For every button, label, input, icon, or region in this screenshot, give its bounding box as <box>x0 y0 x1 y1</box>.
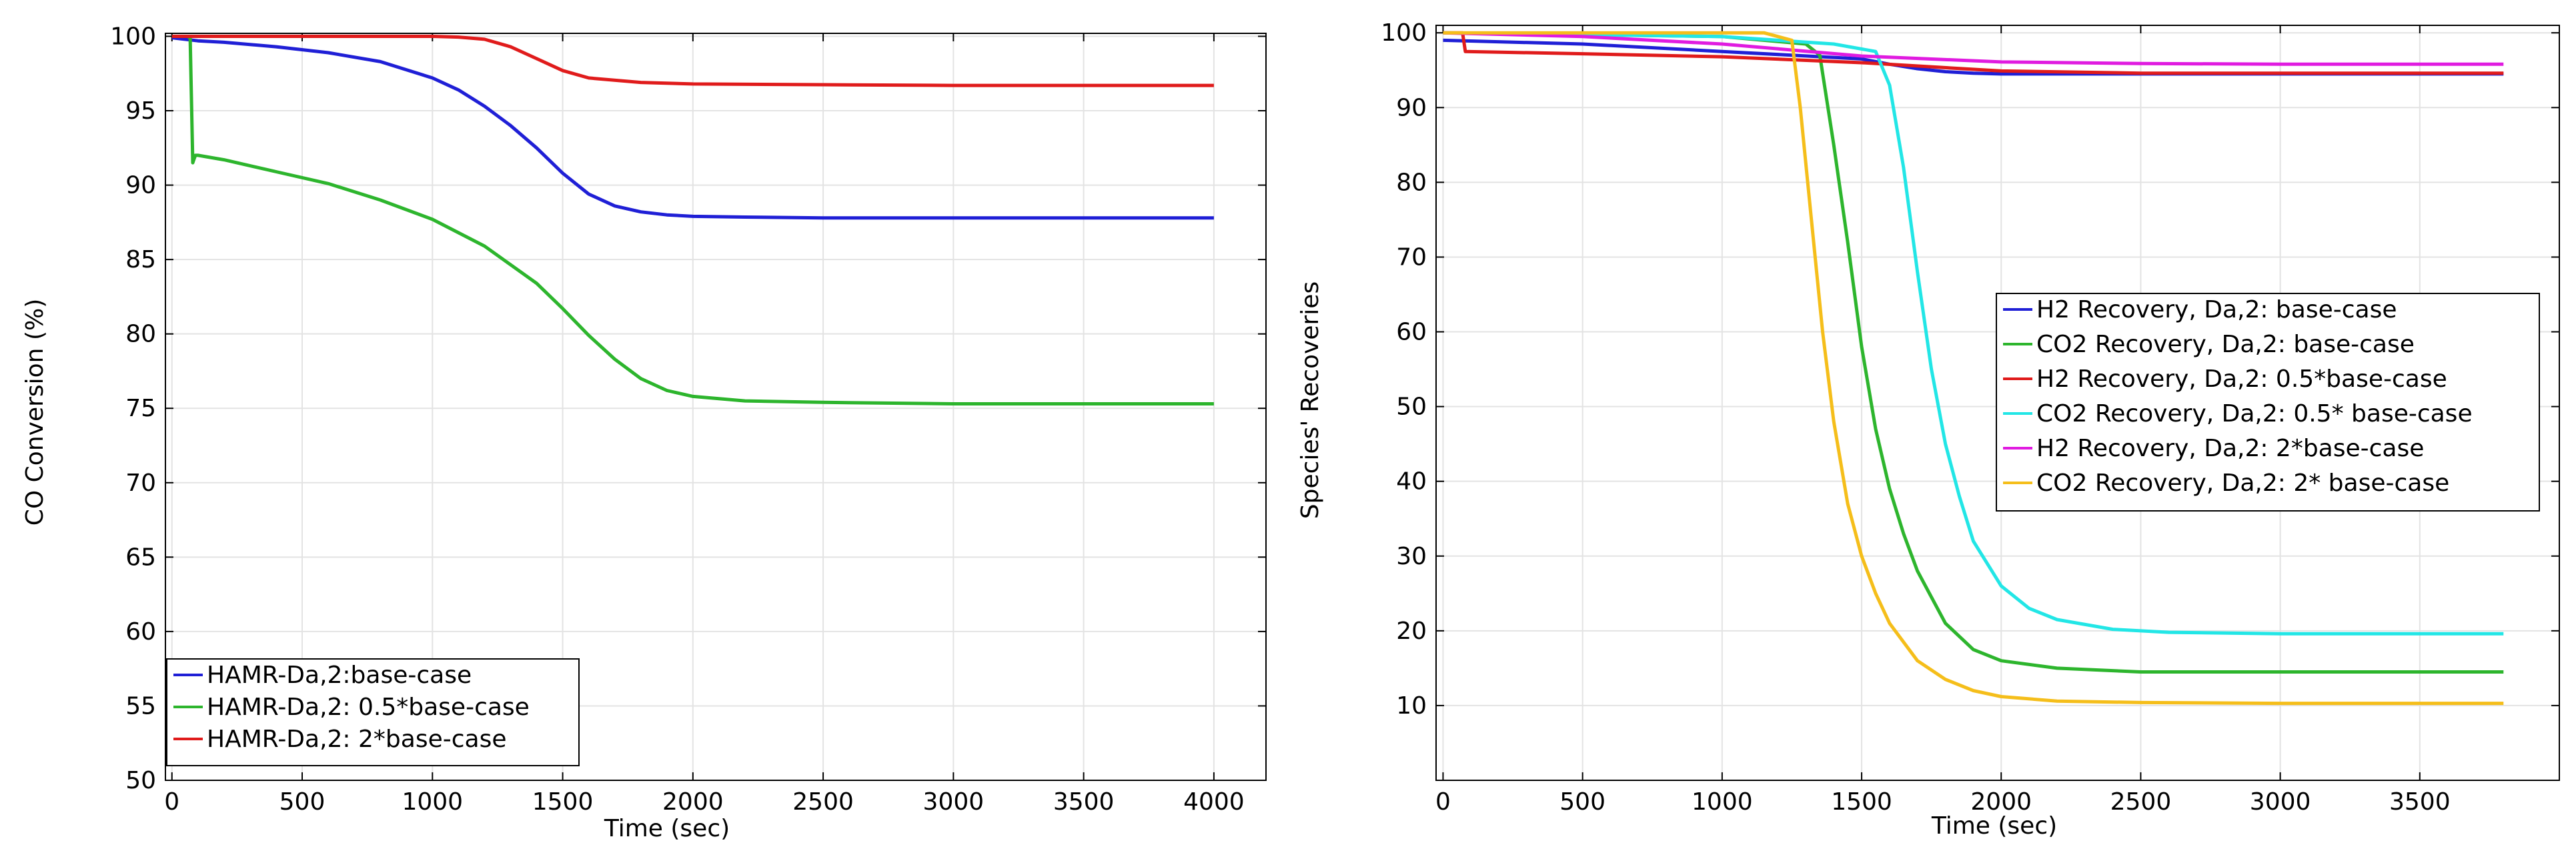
legend-label: CO2 Recovery, Da,2: 0.5* base-case <box>2036 400 2473 427</box>
legend-label: H2 Recovery, Da,2: 2*base-case <box>2036 435 2424 462</box>
series-line <box>1443 31 2504 66</box>
legend: HAMR-Da,2:base-case HAMR-Da,2: 0.5*base-c… <box>166 658 580 766</box>
x-tick-label: 4000 <box>1183 788 1245 816</box>
y-tick-label: 95 <box>125 97 156 125</box>
x-tick-label: 3000 <box>2250 788 2311 816</box>
y-tick-label: 100 <box>110 23 156 50</box>
y-tick-label: 55 <box>125 692 156 720</box>
legend-label: CO2 Recovery, Da,2: base-case <box>2036 331 2415 358</box>
y-tick-label: 30 <box>1396 543 1427 570</box>
legend-label: H2 Recovery, Da,2: 0.5*base-case <box>2036 365 2447 393</box>
x-tick-label: 500 <box>1559 788 1605 816</box>
y-axis-title: Species' Recoveries <box>1297 281 1324 519</box>
y-tick-label: 40 <box>1396 468 1427 496</box>
x-axis-title: Time (sec) <box>1931 812 2057 840</box>
x-tick-label: 1000 <box>1692 788 1753 816</box>
co-conversion-chart: CO Conversion (%) Time (sec) 0 500 1000 150… <box>21 23 1267 842</box>
y-axis-title: CO Conversion (%) <box>21 299 49 526</box>
y-tick-label: 85 <box>125 246 156 273</box>
x-tick-label: 2500 <box>792 788 854 816</box>
y-tick-label: 80 <box>125 321 156 348</box>
series-line <box>171 35 1214 87</box>
legend-label: HAMR-Da,2: 0.5*base-case <box>207 694 530 721</box>
y-tick-label: 90 <box>125 172 156 199</box>
legend-box <box>1996 293 2540 512</box>
x-tick-label: 0 <box>1435 788 1451 816</box>
x-tick-label: 1000 <box>402 788 463 816</box>
plot-frame <box>1435 25 2560 781</box>
x-tick-label: 2000 <box>662 788 724 816</box>
x-tick-label: 2000 <box>1970 788 2032 816</box>
y-tick-label: 50 <box>1396 393 1427 421</box>
y-tick-label: 70 <box>1396 243 1427 271</box>
y-tick-label: 75 <box>125 395 156 422</box>
x-tick-label: 1500 <box>532 788 594 816</box>
x-tick-label: 3500 <box>2389 788 2451 816</box>
x-tick-label: 2500 <box>2110 788 2172 816</box>
y-tick-label: 90 <box>1396 94 1427 121</box>
series-line <box>171 36 1214 220</box>
y-tick-label: 65 <box>125 544 156 571</box>
plot-area <box>165 33 1266 780</box>
x-tick-label: 0 <box>164 788 179 816</box>
legend-label: H2 Recovery, Da,2: base-case <box>2036 296 2397 323</box>
x-tick-label: 3500 <box>1053 788 1115 816</box>
legend-label: HAMR-Da,2:base-case <box>207 662 472 689</box>
series-line <box>171 35 1214 405</box>
species-recoveries-chart: Species' Recoveries Time (sec) 0 500 1000 1… <box>1297 19 2560 840</box>
x-tick-label: 500 <box>279 788 326 816</box>
legend: H2 Recovery, Da,2: base-case CO2 Recovery… <box>1996 293 2540 512</box>
y-tick-label: 10 <box>1396 692 1427 720</box>
y-tick-label: 80 <box>1396 169 1427 196</box>
y-tick-label: 50 <box>125 767 156 794</box>
plot-frame <box>165 33 1267 781</box>
x-axis-title: Time (sec) <box>604 815 730 842</box>
series-line <box>1443 31 2504 636</box>
legend-label: CO2 Recovery, Da,2: 2* base-case <box>2036 470 2449 497</box>
series-line <box>1443 31 2504 706</box>
x-tick-label: 1500 <box>1831 788 1892 816</box>
y-tick-label: 100 <box>1381 19 1427 47</box>
y-tick-label: 70 <box>125 470 156 497</box>
y-tick-label: 60 <box>1396 319 1427 346</box>
legend-label: HAMR-Da,2: 2*base-case <box>207 726 506 753</box>
series-line <box>1443 31 2504 75</box>
legend-box <box>166 658 580 766</box>
y-tick-label: 20 <box>1396 618 1427 645</box>
x-tick-label: 3000 <box>923 788 985 816</box>
y-tick-label: 60 <box>125 618 156 646</box>
